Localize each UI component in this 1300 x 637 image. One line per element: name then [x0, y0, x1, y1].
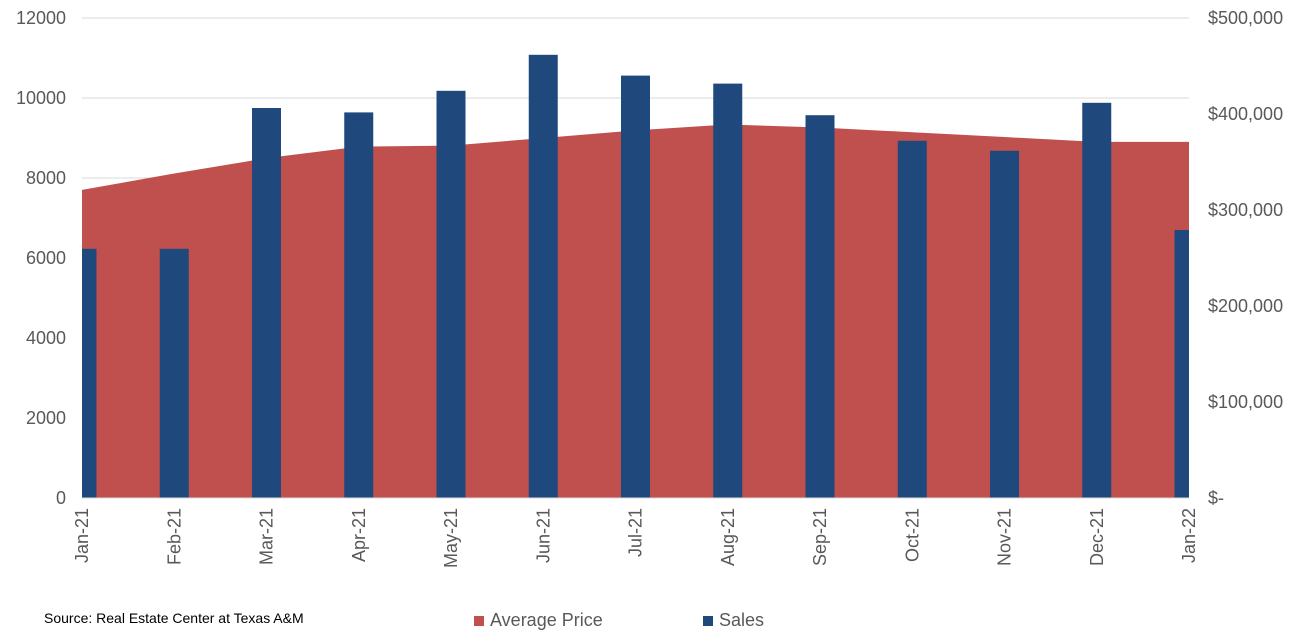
- x-tick-label: Jul-21: [626, 508, 646, 557]
- sales-bar: [1082, 102, 1112, 499]
- legend-label-average-price: Average Price: [490, 610, 603, 630]
- y-right-tick-label: $100,000: [1208, 392, 1283, 412]
- x-tick-label: Apr-21: [349, 508, 369, 562]
- y-right-tick-label: $-: [1208, 488, 1224, 508]
- x-tick-label: Sep-21: [810, 508, 830, 566]
- legend-item-sales: Sales: [703, 610, 764, 631]
- sales-bar: [805, 115, 835, 498]
- y-left-tick-label: 2000: [26, 408, 66, 428]
- sales-bar-layer: [82, 54, 1189, 499]
- sales-bar: [990, 150, 1019, 499]
- x-tick-label: Oct-21: [902, 508, 922, 562]
- axes-layer: 0 2000 4000 6000 8000 10000 12000 $- $100,000 $20…: [16, 8, 1283, 568]
- y-left-tick-label: 10000: [16, 88, 66, 108]
- x-tick-label: Mar-21: [257, 508, 277, 565]
- x-tick-label: Aug-21: [718, 508, 738, 566]
- y-right-tick-label: $200,000: [1208, 296, 1283, 316]
- y-left-tick-label: 8000: [26, 168, 66, 188]
- x-tick-label: Jun-21: [533, 508, 553, 563]
- legend-swatch-average-price: [474, 615, 484, 626]
- source-note: Source: Real Estate Center at Texas A&M: [44, 610, 304, 626]
- sales-bar: [713, 83, 743, 498]
- combo-chart: 0 2000 4000 6000 8000 10000 12000 $- $100,000 $20…: [16, 8, 1283, 568]
- legend-item-average-price: Average Price: [474, 610, 603, 631]
- y-right-tick-label: $300,000: [1208, 200, 1283, 220]
- sales-bar: [344, 112, 374, 499]
- sales-bar: [1174, 230, 1189, 498]
- sales-bar: [897, 140, 927, 499]
- x-tick-label: Jan-21: [72, 508, 92, 563]
- y-right-tick-label: $400,000: [1208, 104, 1283, 124]
- sales-bar: [528, 54, 558, 499]
- x-tick-label: Dec-21: [1087, 508, 1107, 566]
- x-tick-label: Nov-21: [995, 508, 1015, 566]
- x-tick-label: Feb-21: [164, 508, 184, 565]
- sales-bar: [436, 90, 466, 499]
- y-left-tick-label: 4000: [26, 328, 66, 348]
- sales-bar: [159, 248, 189, 498]
- y-left-tick-label: 6000: [26, 248, 66, 268]
- sales-bar: [621, 75, 650, 498]
- y-right-tick-label: $500,000: [1208, 8, 1283, 28]
- sales-bar: [252, 108, 281, 498]
- x-tick-label: May-21: [441, 508, 461, 568]
- sales-bar: [82, 248, 97, 498]
- y-left-tick-label: 12000: [16, 8, 66, 28]
- legend-label-sales: Sales: [719, 610, 765, 630]
- y-left-tick-label: 0: [56, 488, 66, 508]
- x-tick-label: Jan-22: [1179, 508, 1199, 563]
- legend-swatch-sales: [703, 615, 713, 626]
